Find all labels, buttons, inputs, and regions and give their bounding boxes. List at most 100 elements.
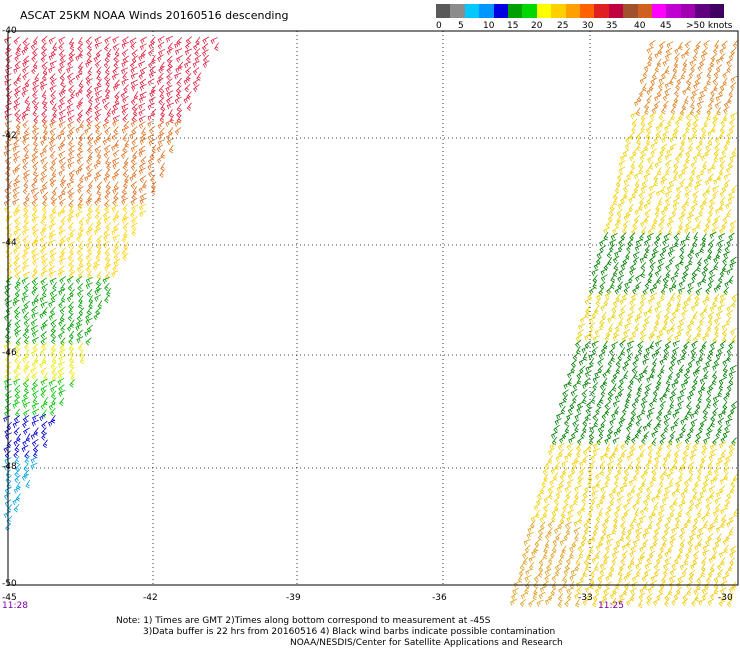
wind-barb xyxy=(632,251,640,259)
wind-barb xyxy=(627,490,635,498)
wind-barb xyxy=(148,138,156,146)
wind-barb xyxy=(577,477,584,486)
wind-barb xyxy=(713,473,720,482)
wind-barb xyxy=(709,196,716,205)
wind-barb xyxy=(51,198,58,207)
wind-barb xyxy=(138,115,146,123)
wind-barb xyxy=(662,59,670,67)
wind-barb xyxy=(96,72,101,81)
wind-barb xyxy=(659,503,667,511)
wind-barb xyxy=(727,196,735,204)
wind-barb xyxy=(130,72,138,80)
wind-barb xyxy=(49,408,56,417)
wind-barb xyxy=(719,155,727,163)
wind-barb xyxy=(660,208,668,216)
wind-barb xyxy=(707,466,713,476)
wind-barb xyxy=(23,427,30,436)
wind-barb xyxy=(50,294,58,303)
wind-barb xyxy=(543,473,549,482)
wind-barb xyxy=(78,36,83,46)
wind-barb xyxy=(76,336,84,344)
wind-barb xyxy=(688,466,694,475)
wind-barb xyxy=(138,60,146,68)
wind-barb xyxy=(675,185,684,193)
wind-barb xyxy=(681,346,688,355)
wind-barb xyxy=(657,257,666,265)
wind-barb xyxy=(85,276,93,284)
wind-barb xyxy=(615,503,623,512)
wind-barb xyxy=(719,587,727,595)
wind-barb xyxy=(723,173,732,181)
wind-barb xyxy=(726,304,734,312)
wind-barb xyxy=(607,425,614,434)
wind-barb xyxy=(702,478,710,487)
wind-barb xyxy=(620,196,627,204)
wind-barb xyxy=(58,90,66,98)
wind-barb xyxy=(618,317,624,327)
wind-barb xyxy=(685,231,690,241)
wind-barb xyxy=(77,180,83,189)
wind-barb xyxy=(619,154,628,162)
wind-barb xyxy=(673,166,679,175)
wind-barb xyxy=(48,223,56,231)
wind-barb xyxy=(639,586,647,595)
wind-barb xyxy=(129,132,137,140)
wind-barb xyxy=(662,539,668,548)
wind-barb xyxy=(131,191,137,201)
wind-barb xyxy=(713,357,720,366)
wind-barb xyxy=(14,174,20,184)
wind-barb xyxy=(691,273,698,282)
wind-barb xyxy=(682,303,689,312)
wind-barb xyxy=(712,219,719,228)
wind-barb xyxy=(649,40,656,48)
wind-barb xyxy=(662,275,670,284)
wind-barb xyxy=(668,579,676,589)
wind-barb xyxy=(23,210,29,219)
wind-barb xyxy=(665,304,672,313)
wind-barb xyxy=(724,424,731,433)
wind-barb xyxy=(50,390,57,400)
wind-barb xyxy=(688,256,693,266)
wind-barb xyxy=(31,276,38,286)
wind-barb xyxy=(85,282,93,290)
wind-barb xyxy=(58,36,66,44)
wind-barb xyxy=(130,66,138,74)
wind-barb xyxy=(655,519,663,528)
wind-barb xyxy=(32,167,38,177)
wind-barb xyxy=(59,276,66,284)
wind-barb xyxy=(587,466,595,475)
wind-barb xyxy=(594,328,602,336)
wind-barb xyxy=(555,454,563,462)
wind-barb xyxy=(713,70,721,79)
wind-barb xyxy=(619,484,627,492)
wind-barb xyxy=(130,181,137,190)
wind-barb xyxy=(570,388,578,397)
wind-barb xyxy=(23,215,29,225)
wind-barb xyxy=(642,532,650,539)
wind-barb xyxy=(611,525,617,535)
wind-barb xyxy=(600,268,608,276)
wind-barb xyxy=(559,539,567,546)
wind-barb xyxy=(51,367,57,376)
wind-barb xyxy=(536,497,543,506)
wind-barb xyxy=(596,250,604,259)
wind-barb xyxy=(77,300,83,310)
wind-barb xyxy=(713,153,719,163)
wind-barb xyxy=(12,299,20,307)
wind-barb xyxy=(130,41,137,50)
wind-barb xyxy=(628,461,633,470)
wind-barb xyxy=(68,366,75,376)
wind-barb xyxy=(86,90,93,99)
wind-barb xyxy=(22,258,29,267)
wind-barb xyxy=(14,241,21,250)
wind-barb xyxy=(687,538,694,546)
wind-barb xyxy=(39,235,47,244)
wind-barb xyxy=(22,133,30,141)
wind-barb xyxy=(67,115,75,123)
wind-barb xyxy=(646,375,654,383)
wind-barb xyxy=(661,533,668,542)
wind-barb xyxy=(684,47,691,57)
wind-barb xyxy=(648,297,656,305)
wind-barb xyxy=(709,341,717,349)
wind-barb xyxy=(594,586,602,595)
